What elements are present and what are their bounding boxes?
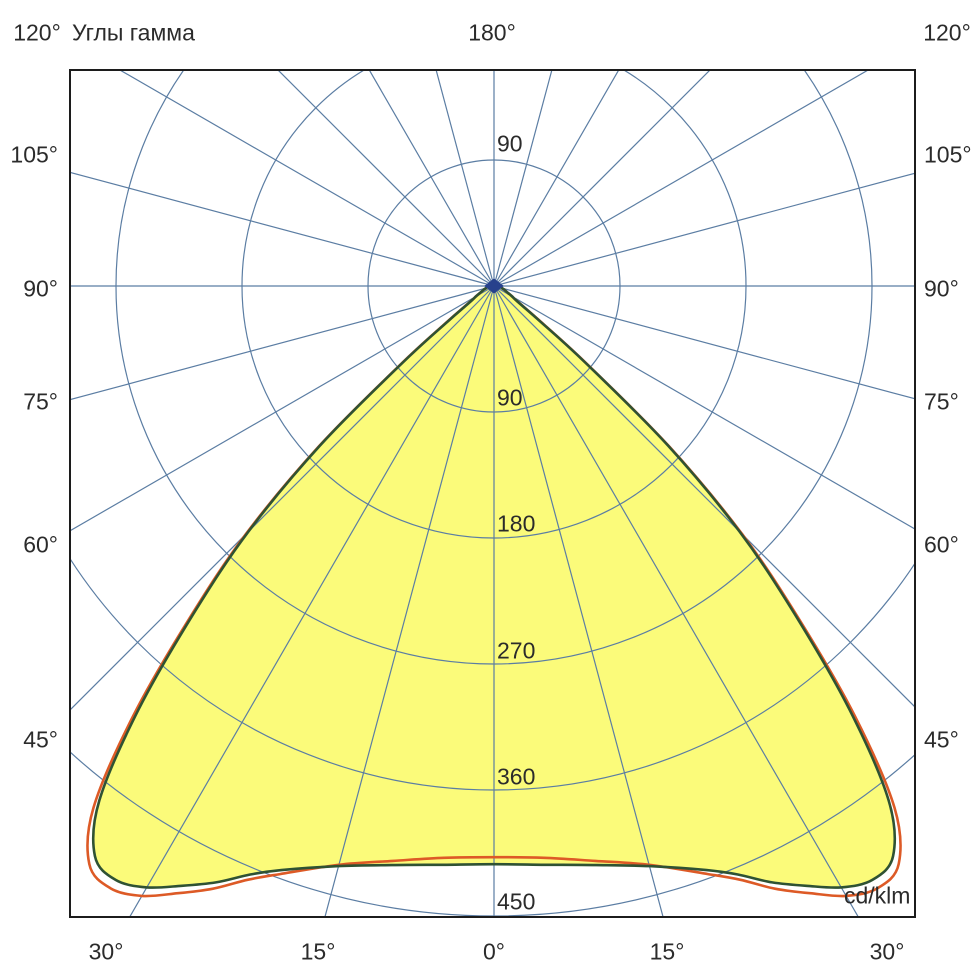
gamma-axis-label-bottom-30l: 30° [88,938,124,965]
polar-grid-ray [70,171,495,287]
gamma-axis-label-bottom-15l: 15° [300,938,336,965]
unit-label: cd/klm [844,882,911,909]
chart-title: Углы гамма [72,19,195,46]
gamma-axis-label-right-75: 75° [924,388,959,415]
polar-grid-ray [493,285,664,917]
gamma-axis-label-right-105: 105° [924,141,972,168]
plot-border [69,69,916,918]
polar-grid-ray [493,172,915,287]
gamma-axis-label-top-center: 180° [468,19,516,46]
gamma-axis-label-left-45: 45° [23,726,58,753]
polar-grid-ray [493,285,860,917]
polar-grid-ray [493,285,915,530]
polar-grid-ray [493,70,870,287]
gamma-axis-label-left-60: 60° [23,531,58,558]
polar-grid-ray [493,285,915,400]
radial-tick-label-90: 90 [497,384,523,411]
gamma-axis-label-right-90: 90° [924,275,959,302]
gamma-axis-label-top-left: 120° [13,19,61,46]
gamma-axis-label-left-75: 75° [23,388,58,415]
polar-grid-ray [277,70,495,287]
radial-tick-label-360: 360 [497,763,536,790]
radial-tick-label-450: 450 [497,888,536,915]
gamma-axis-label-bottom-30r: 30° [869,938,905,965]
polar-grid-ray [324,285,495,917]
gamma-axis-label-right-60: 60° [924,531,959,558]
polar-grid-ray [70,285,495,401]
curve-c0-c180 [91,284,897,889]
polar-grid-ray [70,285,495,532]
gamma-axis-label-left-90: 90° [23,275,58,302]
gamma-axis-label-bottom-15r: 15° [649,938,685,965]
radial-tick-label-270: 270 [497,637,536,664]
pole-marker [484,278,504,294]
polar-grid-ray [70,285,495,711]
polar-grid-ray [368,70,495,287]
radial-tick-label-180: 180 [497,510,536,537]
polar-grid-ray [493,70,553,287]
polar-grid-ray [118,70,495,287]
polar-grid-ray [493,285,915,708]
gamma-axis-label-top-right: 120° [923,19,971,46]
gamma-axis-label-bottom-0: 0° [483,938,505,965]
gamma-axis-label-left-105: 105° [10,141,58,168]
radial-tick-label-90-above: 90 [497,130,523,157]
polar-grid-ray [493,70,620,287]
polar-grid-ray [128,285,495,917]
polar-grid-ray [493,70,711,287]
gamma-axis-label-right-45: 45° [924,726,959,753]
